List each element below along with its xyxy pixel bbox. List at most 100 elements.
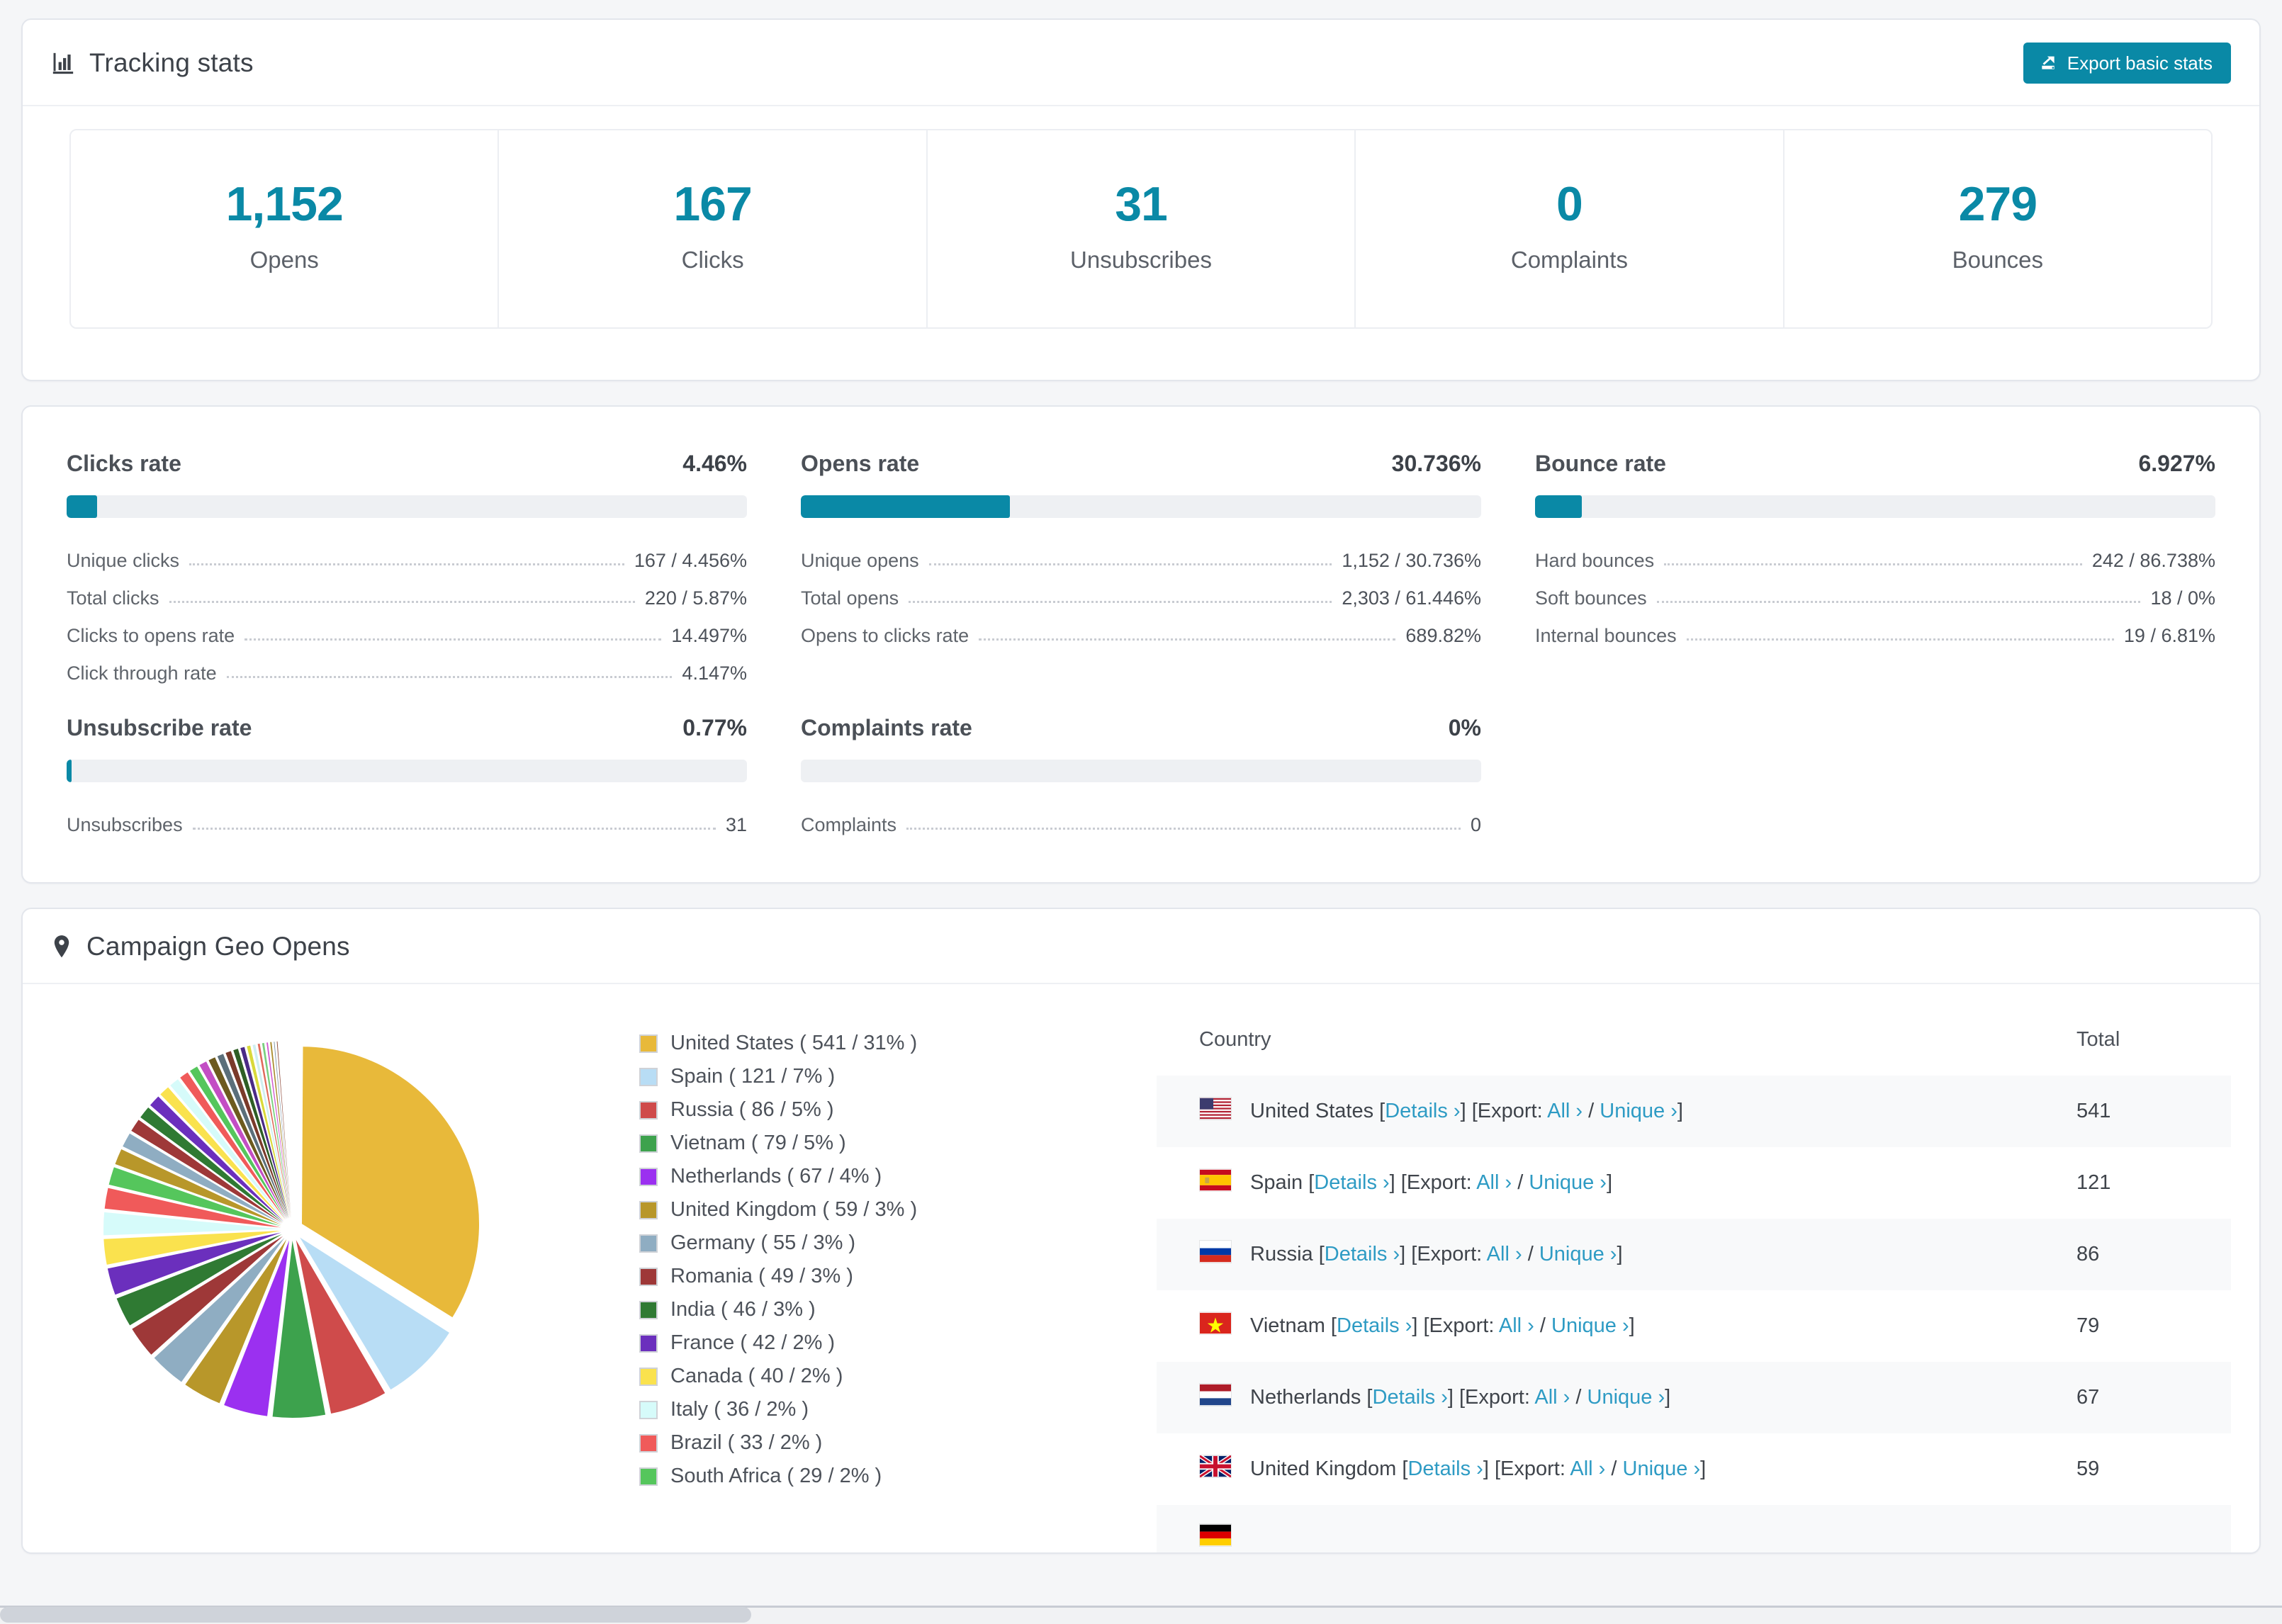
legend-item: Vietnam ( 79 / 5% )	[639, 1127, 1128, 1160]
legend-label: Vietnam ( 79 / 5% )	[670, 1132, 846, 1154]
pie-slice	[270, 1042, 291, 1219]
legend-item: South Africa ( 29 / 2% )	[639, 1460, 1128, 1493]
campaign-geo-opens-card: Campaign Geo Opens United States ( 541 /…	[21, 908, 2261, 1554]
export-basic-stats-button[interactable]: Export basic stats	[2023, 43, 2231, 84]
tracking-stats-card: Tracking stats Export basic stats 1,152 O…	[21, 18, 2261, 381]
tracking-stats-title-text: Tracking stats	[89, 48, 254, 77]
rate-progress-fill	[801, 495, 1011, 518]
legend-label: United Kingdom ( 59 / 3% )	[670, 1198, 918, 1221]
pie-slice	[131, 1120, 283, 1224]
horizontal-scrollbar[interactable]	[0, 1606, 2282, 1624]
country-name: Netherlands	[1250, 1386, 1361, 1409]
country-name: Russia	[1250, 1243, 1313, 1265]
export-prefix: [Export:	[1471, 1100, 1543, 1122]
country-name: United States	[1250, 1100, 1374, 1122]
stats-strip: 1,152 Opens 167 Clicks 31 Unsubscribes 0 Compla…	[69, 129, 2213, 329]
rate-progress-bar	[801, 760, 1481, 782]
export-all-link[interactable]: All ›	[1547, 1100, 1583, 1122]
rate-progress-bar	[801, 495, 1481, 518]
table-row: Spain [Details ›] [Export: All › / Uniqu…	[1157, 1147, 2231, 1219]
rate-line-value: 167 / 4.456%	[634, 550, 747, 571]
geo-body: United States ( 541 / 31% ) Spain ( 121 /…	[23, 984, 2259, 1552]
pie-slice	[103, 1212, 281, 1236]
cell-country: Spain [Details ›] [Export: All › / Uniqu…	[1157, 1147, 2068, 1219]
details-link[interactable]: Details ›	[1337, 1314, 1412, 1337]
rate-line-dots	[909, 601, 1332, 603]
rate-line-dots	[192, 828, 716, 830]
export-unique-link[interactable]: Unique ›	[1539, 1243, 1617, 1265]
pie-slice	[252, 1044, 290, 1219]
legend-swatch	[639, 1400, 658, 1419]
rate-line-label: Unique clicks	[67, 550, 180, 571]
cell-total: 67	[2068, 1362, 2231, 1433]
export-all-link[interactable]: All ›	[1498, 1314, 1534, 1337]
export-all-link[interactable]: All ›	[1534, 1386, 1570, 1409]
rate-line-dots	[244, 638, 662, 641]
legend-label: France ( 42 / 2% )	[670, 1331, 836, 1354]
cell-total: 79	[2076, 1314, 2100, 1337]
export-unique-link[interactable]: Unique ›	[1600, 1100, 1677, 1122]
rate-line-dots	[189, 563, 624, 565]
geo-country-table-wrap: Country Total United States [Details ›] …	[1128, 1008, 2231, 1552]
cell-country: United States [Details ›] [Export: All ›…	[1157, 1076, 2068, 1147]
table-row: Netherlands [Details ›] [Export: All › /…	[1157, 1362, 2231, 1433]
rate-line-label: Opens to clicks rate	[801, 625, 969, 646]
rate-block-opens-rate: Opens rate 30.736% Unique opens 1,152 / 30.…	[801, 435, 1481, 692]
stat-label: Complaints	[1510, 247, 1628, 273]
rates-grid: Clicks rate 4.46% Unique clicks 167 / 4.456…	[23, 407, 2259, 882]
export-unique-link[interactable]: Unique ›	[1551, 1314, 1629, 1337]
pie-slice	[190, 1066, 286, 1220]
legend-label: India ( 46 / 3% )	[670, 1298, 816, 1321]
details-link[interactable]: Details ›	[1314, 1171, 1390, 1194]
pie-slice	[150, 1096, 284, 1222]
legend-label: Romania ( 49 / 3% )	[670, 1265, 853, 1287]
scrollbar-thumb[interactable]	[0, 1607, 751, 1623]
stat-card-unsubscribes: 31 Unsubscribes	[928, 130, 1356, 327]
pie-slice	[107, 1232, 281, 1295]
stat-card-clicks: 167 Clicks	[499, 130, 928, 327]
country-cell-text: Vietnam [Details ›] [Export: All › / Uni…	[1250, 1314, 1635, 1337]
export-unique-link[interactable]: Unique ›	[1529, 1171, 1607, 1194]
country-cell-text: United States [Details ›] [Export: All ›…	[1250, 1100, 1683, 1122]
legend-label: Russia ( 86 / 5% )	[670, 1098, 834, 1121]
pie-slice	[296, 1239, 386, 1414]
page-title: Tracking stats	[51, 48, 254, 78]
pie-slice	[116, 1234, 282, 1326]
pie-slice	[302, 1047, 480, 1318]
rate-line-dots	[928, 563, 1332, 565]
cell-total	[2068, 1505, 2231, 1552]
export-all-link[interactable]: All ›	[1570, 1457, 1606, 1480]
export-prefix: [Export:	[1423, 1314, 1495, 1337]
legend-item: Germany ( 55 / 3% )	[639, 1227, 1128, 1260]
export-all-link[interactable]: All ›	[1476, 1171, 1512, 1194]
rate-line-value: 19 / 6.81%	[2123, 625, 2215, 646]
export-separator: /	[1611, 1457, 1617, 1480]
pie-slice	[185, 1239, 287, 1404]
legend-item: Canada ( 40 / 2% )	[639, 1360, 1128, 1393]
map-pin-icon	[51, 935, 72, 959]
legend-item: Romania ( 49 / 3% )	[639, 1260, 1128, 1293]
rate-block-unsubscribe-rate: Unsubscribe rate 0.77% Unsubscribes 31	[67, 699, 747, 844]
export-all-link[interactable]: All ›	[1486, 1243, 1522, 1265]
pie-slice	[274, 1042, 291, 1219]
rate-line-dots	[169, 601, 635, 603]
details-link[interactable]: Details ›	[1407, 1457, 1483, 1480]
geo-legend: United States ( 541 / 31% ) Spain ( 121 /…	[639, 1008, 1128, 1552]
geo-country-table: Country Total United States [Details ›] …	[1157, 1008, 2231, 1552]
pie-slice	[247, 1045, 290, 1219]
legend-label: South Africa ( 29 / 2% )	[670, 1465, 882, 1487]
details-link[interactable]: Details ›	[1324, 1243, 1400, 1265]
rate-line-dots	[979, 638, 1396, 641]
export-unique-link[interactable]: Unique ›	[1622, 1457, 1701, 1480]
rate-block-clicks-rate: Clicks rate 4.46% Unique clicks 167 / 4.456…	[67, 435, 747, 692]
legend-item: Spain ( 121 / 7% )	[639, 1060, 1128, 1093]
rate-name: Bounce rate	[1535, 451, 1666, 476]
legend-item: United Kingdom ( 59 / 3% )	[639, 1193, 1128, 1227]
country-name: Spain	[1250, 1171, 1303, 1194]
details-link[interactable]: Details ›	[1385, 1100, 1461, 1122]
rate-line: Total opens 2,303 / 61.446%	[801, 580, 1481, 617]
export-unique-link[interactable]: Unique ›	[1587, 1386, 1665, 1409]
details-link[interactable]: Details ›	[1372, 1386, 1448, 1409]
pie-slice	[217, 1054, 288, 1219]
